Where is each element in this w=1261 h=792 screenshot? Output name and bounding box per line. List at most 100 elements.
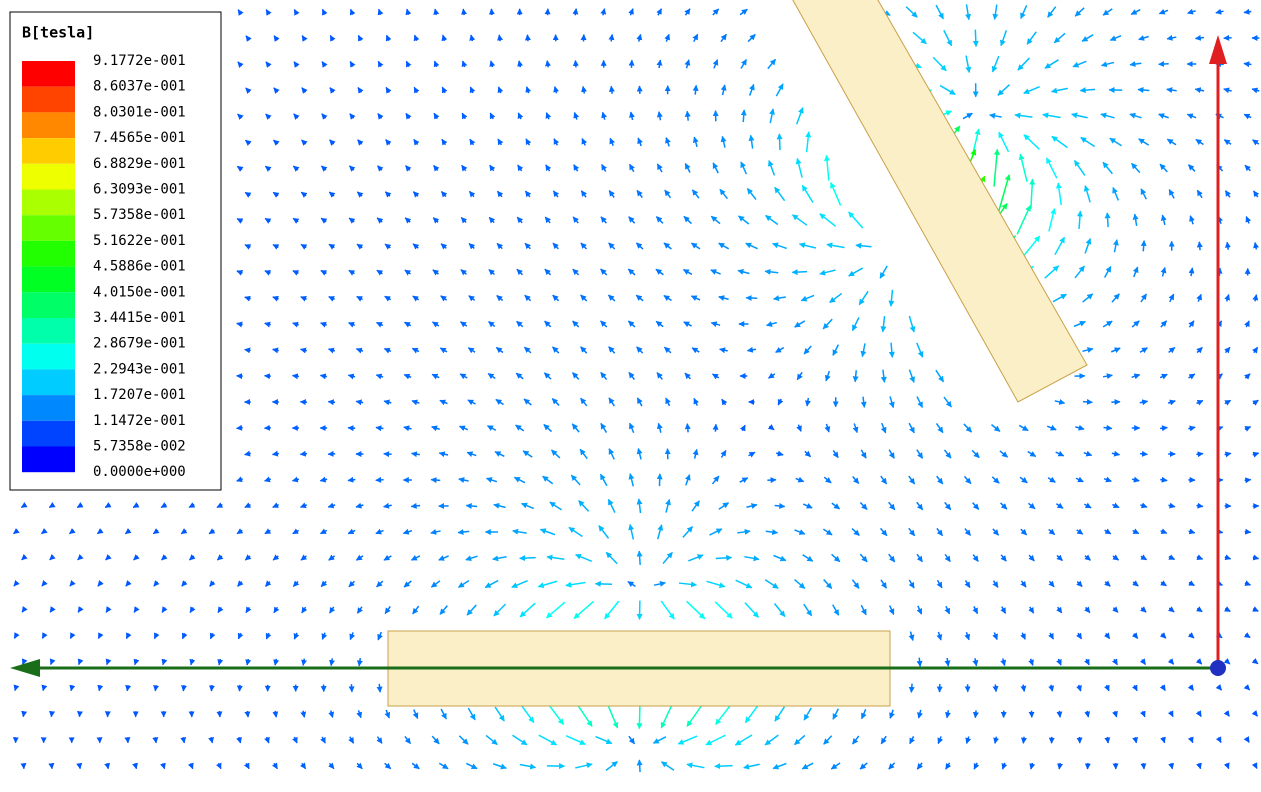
field-vector [355, 554, 364, 561]
field-vector [405, 165, 412, 172]
field-vector [1050, 87, 1068, 94]
field-vector [690, 242, 701, 250]
field-vector [1223, 762, 1230, 770]
field-vector [993, 736, 1000, 744]
field-vector [738, 215, 750, 225]
field-vector [880, 475, 888, 485]
field-vector [1252, 554, 1260, 561]
field-vector [516, 216, 524, 224]
field-vector [824, 154, 831, 181]
field-vector [1196, 606, 1203, 613]
field-vector [805, 131, 812, 153]
field-vector [852, 423, 859, 434]
field-vector [653, 580, 666, 587]
field-vector [1166, 34, 1177, 41]
field-vector [549, 501, 563, 511]
field-vector [357, 87, 364, 94]
field-vector [496, 242, 504, 250]
field-vector [636, 759, 643, 773]
field-vector [466, 762, 478, 770]
field-vector [263, 373, 271, 380]
field-vector [627, 580, 636, 588]
field-vector [291, 373, 299, 380]
field-vector [460, 269, 467, 276]
field-vector [1028, 554, 1035, 562]
field-vector [803, 603, 813, 617]
field-vector [935, 369, 945, 383]
field-vector [1168, 502, 1176, 509]
field-vector [1112, 710, 1118, 718]
field-vector [496, 190, 504, 198]
field-vector [349, 60, 356, 68]
field-vector [1014, 112, 1033, 119]
field-vector [432, 217, 440, 224]
field-vector [495, 346, 504, 354]
field-vector [720, 449, 727, 458]
field-vector [822, 528, 833, 536]
field-vector [1188, 425, 1196, 432]
field-vector [384, 191, 392, 198]
field-vector [404, 217, 412, 224]
field-vector [664, 189, 672, 199]
field-vector [908, 631, 915, 641]
field-vector [1243, 632, 1251, 639]
field-vector [1100, 112, 1115, 119]
field-vector [600, 371, 608, 381]
field-vector [180, 736, 187, 744]
field-vector [655, 216, 664, 224]
field-vector [1244, 528, 1252, 535]
field-vector [1244, 580, 1251, 586]
field-vector [802, 554, 814, 562]
field-vector [824, 370, 831, 382]
field-vector [245, 35, 252, 42]
field-vector [41, 684, 48, 692]
field-vector [349, 632, 356, 641]
field-vector [49, 710, 56, 718]
field-vector [945, 762, 952, 770]
field-vector [775, 346, 785, 354]
field-vector [861, 709, 867, 720]
field-vector [580, 397, 588, 407]
field-vector [1044, 265, 1060, 279]
field-vector [21, 710, 28, 718]
field-vector [1159, 163, 1168, 173]
field-vector [888, 449, 895, 459]
field-vector [1084, 554, 1091, 561]
field-vector [104, 502, 112, 509]
field-vector [916, 657, 923, 667]
field-vector [76, 762, 83, 770]
field-vector [748, 83, 755, 96]
field-vector [737, 528, 751, 535]
field-vector [652, 736, 667, 744]
field-vector [599, 473, 608, 487]
field-vector [375, 528, 384, 535]
field-vector [791, 269, 808, 276]
field-vector [665, 137, 671, 147]
field-vector [662, 551, 673, 565]
field-vector [1252, 606, 1259, 612]
field-vector [719, 347, 728, 354]
field-vector [48, 502, 56, 509]
x-axis-arrow [10, 659, 40, 677]
field-vector [1056, 606, 1063, 614]
field-vector [1160, 266, 1167, 277]
field-vector [348, 217, 356, 224]
magnet-tilted[interactable] [790, 0, 1088, 403]
field-vector [404, 269, 412, 276]
field-vector [546, 554, 565, 561]
field-vector [693, 397, 700, 406]
field-vector [628, 473, 635, 487]
field-vector [965, 55, 972, 74]
field-vector [719, 188, 729, 200]
legend-swatch [22, 138, 75, 164]
field-vector [384, 295, 392, 302]
field-vector [488, 268, 495, 276]
field-vector [439, 399, 448, 406]
field-vector [329, 658, 335, 667]
field-vector [467, 707, 476, 721]
field-vector [684, 372, 691, 380]
field-vector [964, 580, 971, 589]
field-vector [943, 396, 952, 408]
field-vector [152, 736, 159, 744]
